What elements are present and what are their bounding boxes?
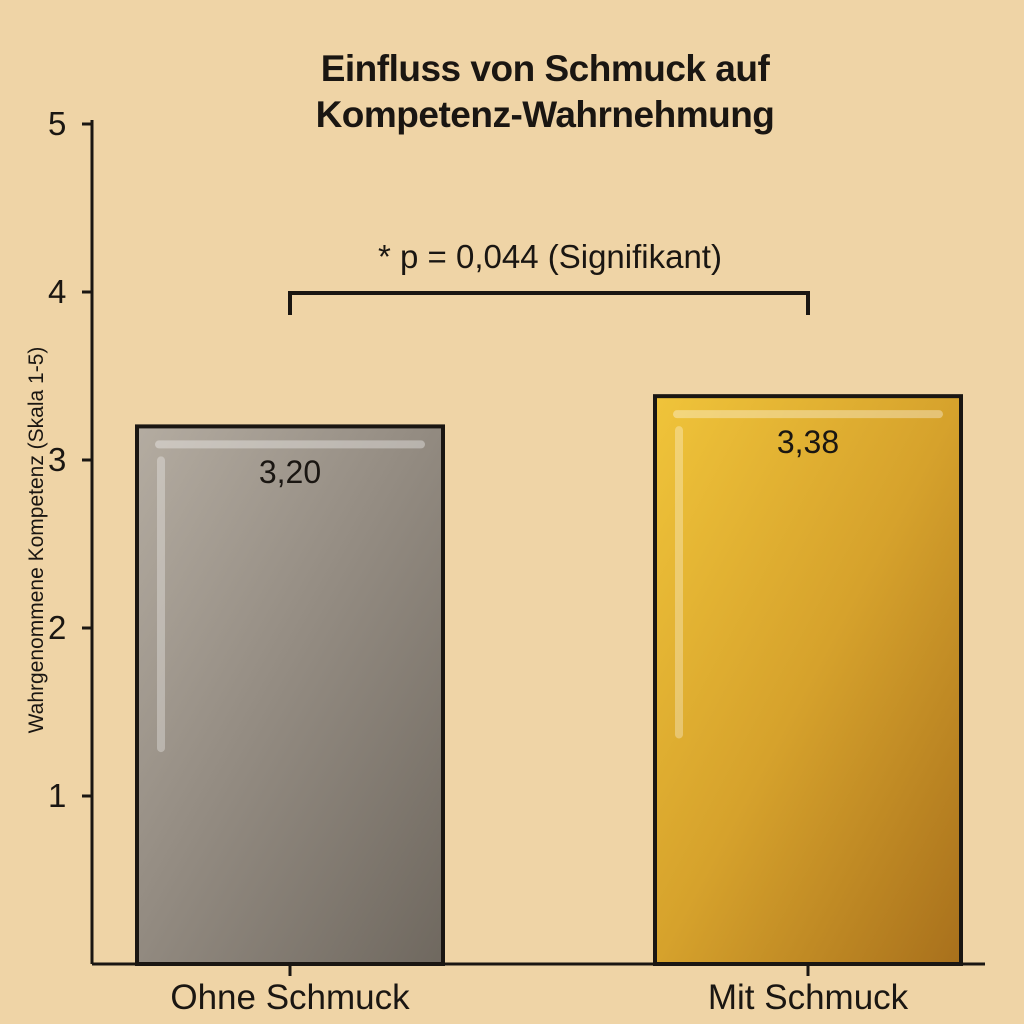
significance-annotation: * p = 0,044 (Signifikant) [378, 238, 722, 275]
x-category-label: Mit Schmuck [707, 978, 909, 1017]
y-tick-label: 5 [48, 105, 67, 142]
significance-bracket [288, 291, 810, 315]
y-tick-label: 4 [48, 273, 67, 310]
bar-highlight [675, 426, 683, 739]
bar-sheen [673, 410, 943, 419]
chart-title-line-2: Kompetenz-Wahrnehmung [315, 94, 775, 135]
x-category-label: Ohne Schmuck [170, 978, 410, 1017]
y-tick-label: 3 [48, 441, 67, 478]
y-tick-label: 1 [48, 777, 67, 814]
bar-value-label: 3,20 [258, 454, 322, 491]
bar-value-label: 3,38 [776, 424, 840, 461]
chart-title-line-1: Einfluss von Schmuck auf [320, 48, 770, 89]
bar-mit-schmuck [653, 394, 963, 967]
bar-sheen [155, 440, 425, 449]
chart-title: Einfluss von Schmuck auf Kompetenz-Wahrn… [200, 46, 890, 138]
bar-ohne-schmuck [135, 424, 445, 966]
y-axis-label: Wahrgenommene Kompetenz (Skala 1-5) [25, 346, 48, 734]
y-tick-label: 2 [48, 609, 67, 646]
bar-highlight [157, 456, 165, 753]
